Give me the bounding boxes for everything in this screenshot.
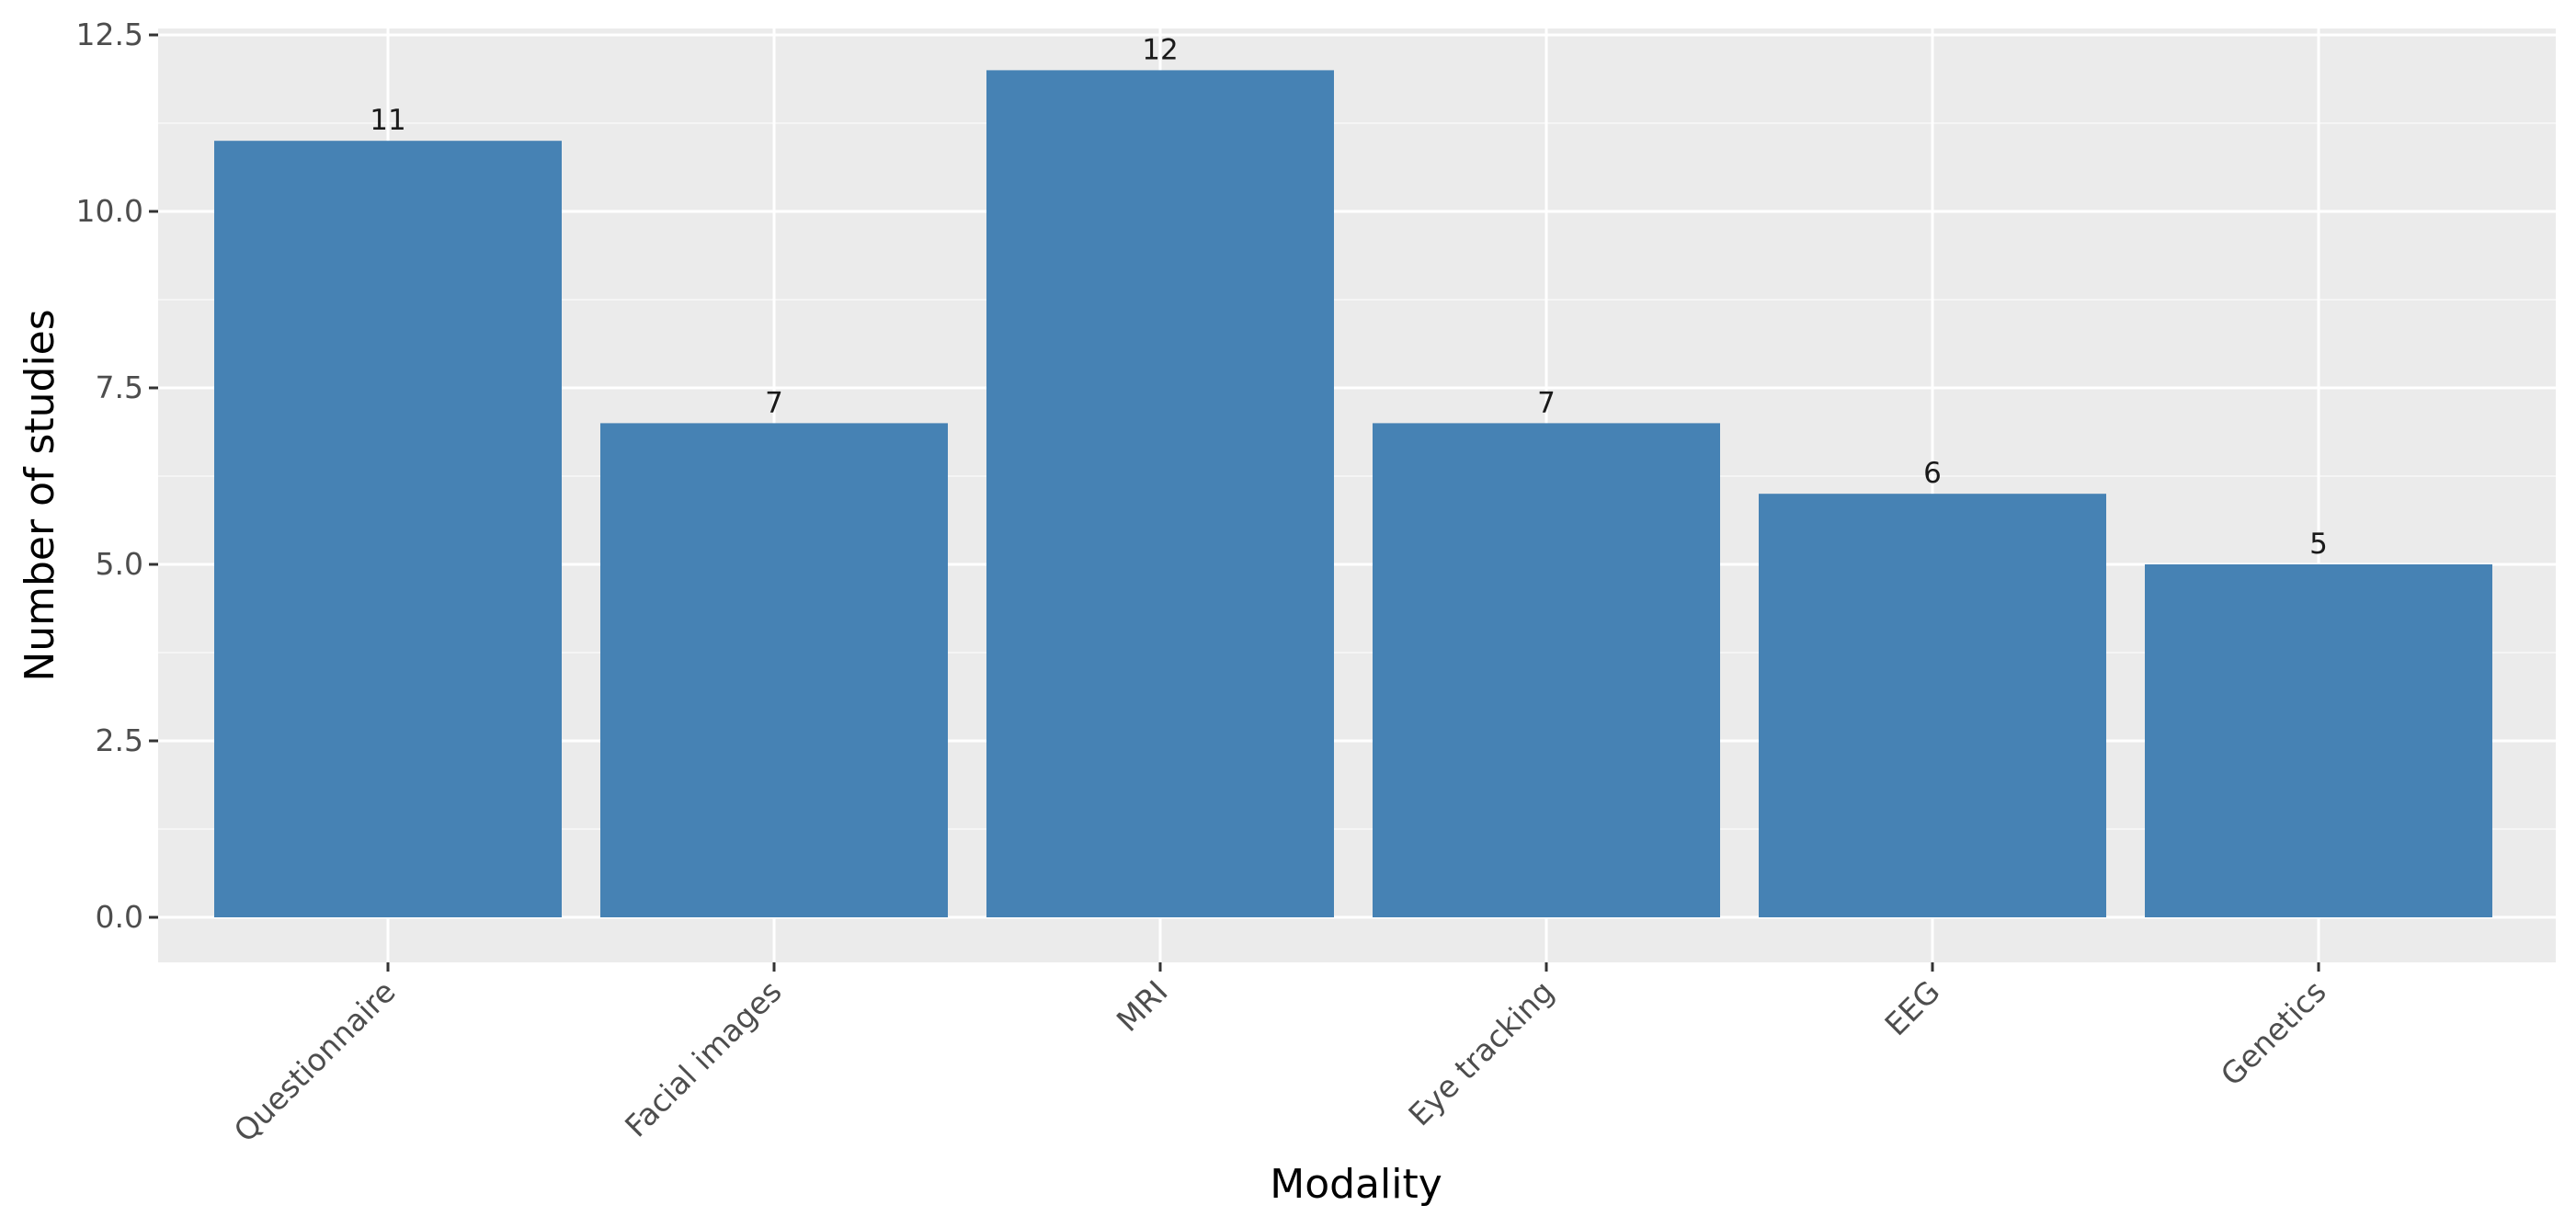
x-axis-title: Modality	[1270, 1161, 1442, 1208]
bars	[214, 70, 2492, 917]
x-tick-label: MRI	[1110, 973, 1175, 1039]
bar	[600, 423, 948, 917]
y-tick-label: 7.5	[96, 370, 143, 405]
y-tick-label: 5.0	[96, 546, 143, 582]
x-tick-label: EEG	[1878, 973, 1947, 1042]
x-tick-label: Questionnaire	[227, 973, 403, 1149]
y-tick-label: 12.5	[76, 17, 143, 52]
bar	[986, 70, 1334, 917]
data-label: 11	[370, 104, 405, 137]
data-labels: 11 7 12 7 6 5	[370, 33, 2328, 561]
data-label: 5	[2309, 528, 2328, 561]
x-tick-label: Genetics	[2214, 973, 2333, 1093]
x-tick-label: Facial images	[618, 973, 789, 1144]
bar	[1373, 423, 1720, 917]
x-axis: Questionnaire Facial images MRI Eye trackin…	[227, 962, 2333, 1149]
y-tick-label: 0.0	[96, 899, 143, 935]
bar	[1759, 494, 2106, 917]
data-label: 7	[1537, 386, 1556, 419]
data-label: 7	[765, 386, 783, 419]
data-label: 6	[1923, 457, 1942, 490]
y-tick-label: 2.5	[96, 722, 143, 758]
bar	[2145, 564, 2492, 917]
x-tick-label: Eye tracking	[1401, 973, 1560, 1132]
bar	[214, 141, 562, 917]
y-tick-label: 10.0	[76, 193, 143, 229]
data-label: 12	[1142, 33, 1178, 66]
y-axis: 0.0 2.5 5.0 7.5 10.0 12.5	[76, 17, 158, 935]
y-axis-title: Number of studies	[17, 309, 63, 681]
